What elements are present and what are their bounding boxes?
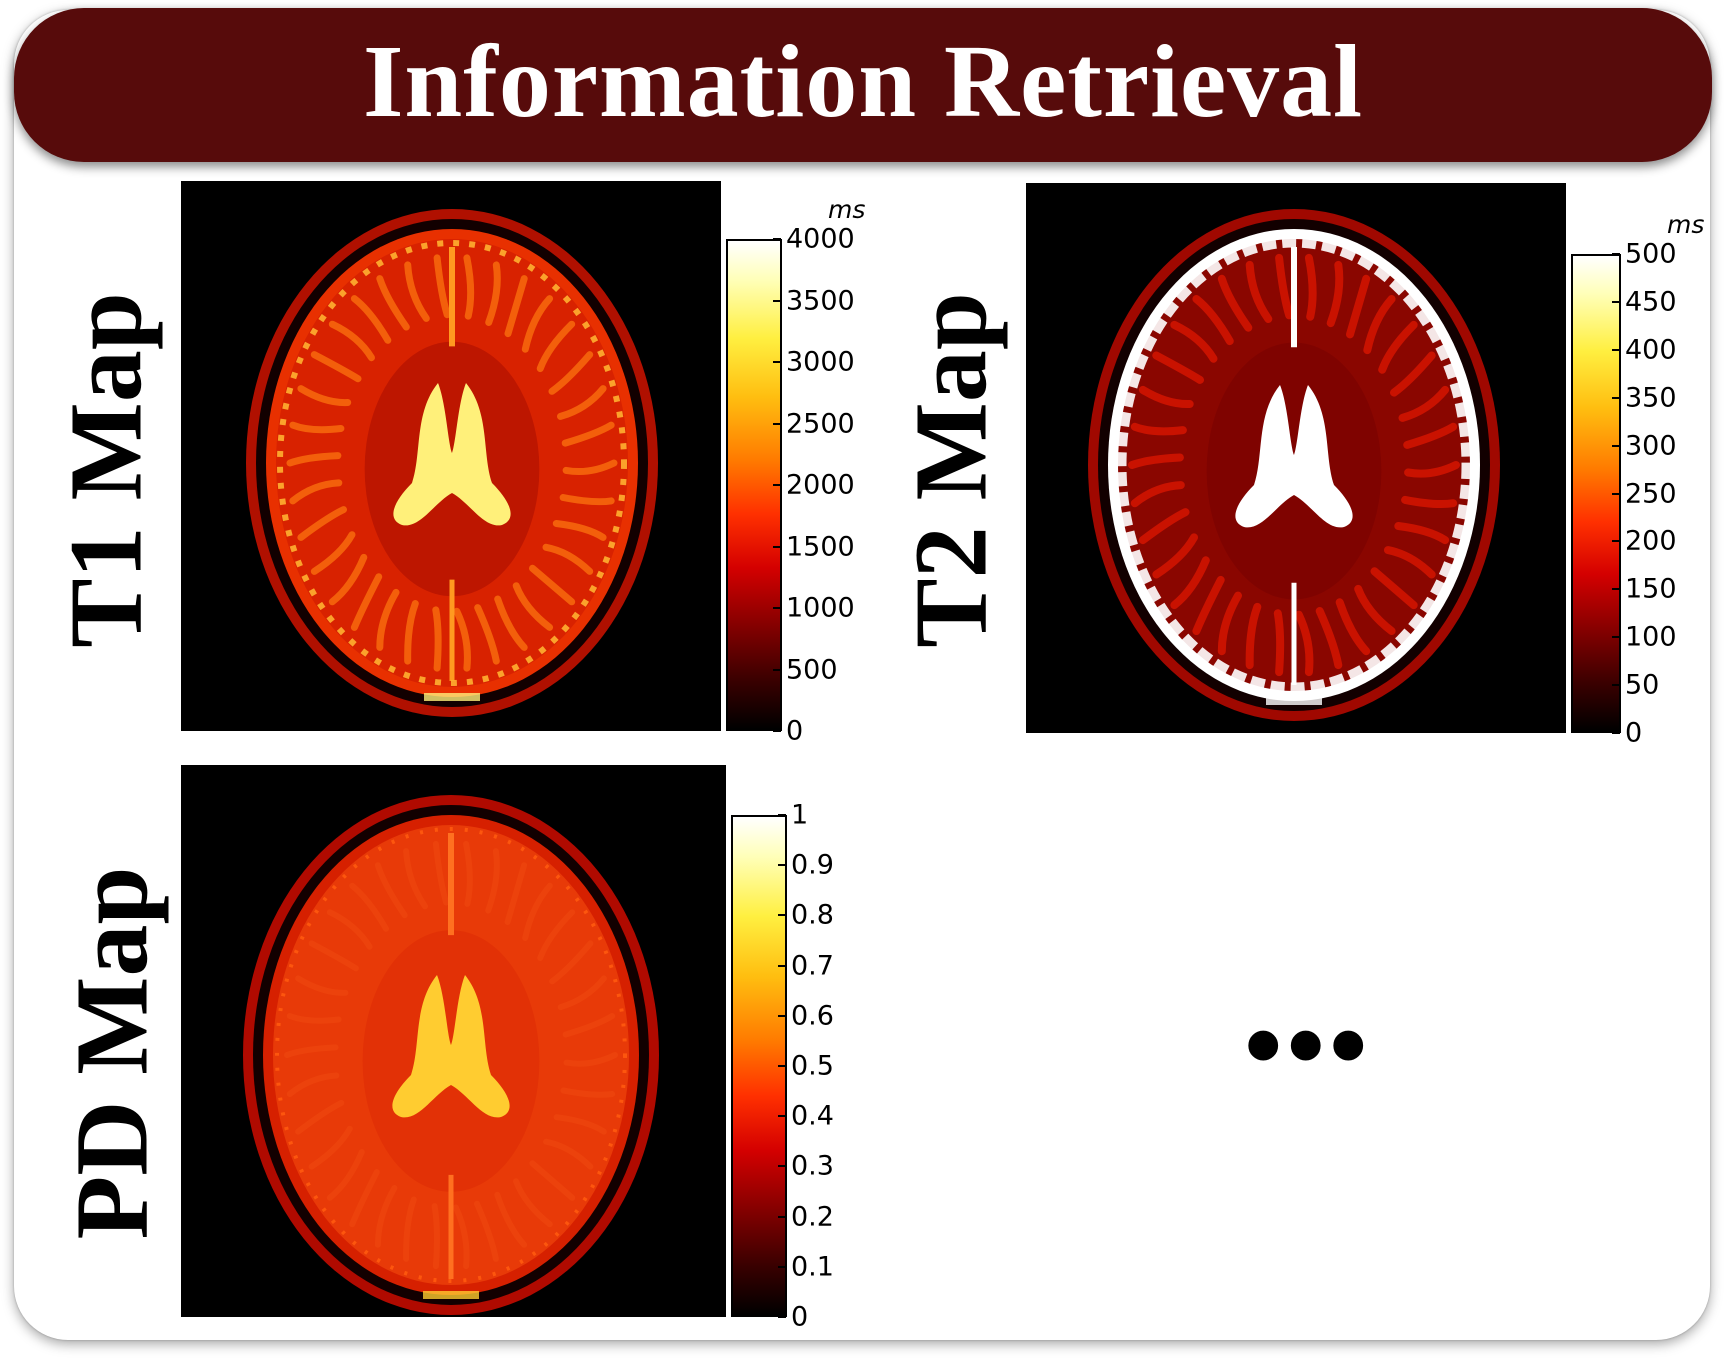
colorbar-unit-label: ms (1667, 210, 1705, 239)
sagittal-sinus (423, 1291, 479, 1299)
colorbar-tick-label: 2500 (786, 408, 855, 439)
colorbar-tick-mark (1612, 348, 1620, 351)
colorbar-tick-mark (773, 730, 781, 732)
colorbar-tick-label: 1 (791, 799, 809, 831)
colorbar-tick-label: 500 (1625, 238, 1677, 270)
colorbar-tick-label: 0.3 (791, 1150, 834, 1182)
slide-title: Information Retrieval (362, 24, 1364, 139)
colorbar-tick-label: 0.2 (791, 1201, 834, 1233)
csf-rim (275, 827, 627, 1283)
colorbar-tick-label: 0.7 (791, 950, 834, 982)
colorbar-tick-label: 0.9 (791, 849, 834, 881)
colorbar-tick-label: 100 (1625, 621, 1677, 653)
gyri-pattern (284, 840, 618, 1270)
colorbar-tick-label: 0.6 (791, 1000, 834, 1032)
csf-rim (1117, 238, 1471, 692)
colorbar-tick-mark (1612, 540, 1620, 543)
colorbar-tick-label: 0.5 (791, 1050, 834, 1082)
ventricles (1235, 385, 1353, 528)
colorbar-tick-label: 350 (1625, 382, 1677, 414)
colorbar-tick-mark (773, 484, 781, 486)
colorbar-tick-mark (778, 964, 786, 967)
colorbar-tick-mark (778, 864, 786, 867)
colorbar-tick-label: 0.1 (791, 1251, 834, 1283)
colorbar-tick-mark (1612, 253, 1620, 255)
colorbar-tick-mark (773, 238, 781, 240)
colorbar-tick-mark (1612, 300, 1620, 303)
colorbar-tick-mark (778, 1265, 786, 1268)
t2-map-label: T2 Map (893, 292, 1009, 648)
colorbar-tick-label: 0.8 (791, 899, 834, 931)
pd-map-image (181, 765, 726, 1317)
colorbar-tick-label: 500 (786, 654, 838, 685)
sagittal-sinus (1266, 697, 1322, 705)
colorbar-unit-label: ms (828, 195, 866, 224)
colorbar-tick-mark (1612, 588, 1620, 591)
colorbar-tick-label: 0 (1625, 717, 1643, 749)
t2-map-image (1026, 183, 1566, 733)
colorbar-tick-label: 200 (1625, 525, 1677, 557)
colorbar-gradient (731, 815, 787, 1317)
colorbar-tick-mark (778, 1014, 786, 1017)
colorbar-tick-mark (1612, 732, 1620, 734)
colorbar-gradient (726, 239, 782, 731)
colorbar-tick-label: 1000 (786, 592, 855, 624)
colorbar-tick-mark (778, 1065, 786, 1067)
colorbar-tick-label: 2000 (786, 469, 855, 501)
colorbar-tick-label: 4000 (786, 223, 855, 255)
colorbar-tick-mark (778, 814, 786, 816)
colorbar-tick-mark (773, 668, 781, 671)
colorbar-tick-label: 0 (791, 1301, 809, 1333)
pd-map-label: PD Map (54, 866, 170, 1240)
colorbar-tick-mark (778, 1316, 786, 1318)
colorbar-tick-label: 3000 (786, 346, 855, 378)
colorbar-tick-mark (773, 607, 781, 609)
colorbar-tick-mark (773, 422, 781, 425)
colorbar-tick-mark (773, 545, 781, 548)
colorbar-tick-label: 1500 (786, 531, 855, 562)
colorbar-tick-label: 250 (1625, 478, 1677, 509)
colorbar-tick-mark (778, 1115, 786, 1118)
colorbar-tick-label: 150 (1625, 573, 1677, 605)
continuation-ellipsis: ••• (1244, 984, 1372, 1106)
colorbar-tick-mark (1612, 684, 1620, 687)
colorbar-tick-mark (1612, 636, 1620, 639)
colorbar-tick-mark (773, 361, 781, 363)
colorbar-tick-label: 0 (786, 715, 804, 747)
title-banner: Information Retrieval (14, 8, 1712, 162)
ventricles (392, 975, 510, 1118)
colorbar-tick-mark (1612, 396, 1620, 399)
gyri-pattern (1128, 253, 1460, 677)
gyri-pattern (286, 254, 618, 672)
colorbar-tick-label: 400 (1625, 334, 1677, 366)
colorbar-tick-label: 300 (1625, 430, 1677, 462)
colorbar-tick-label: 50 (1625, 669, 1660, 701)
colorbar-tick-label: 3500 (786, 285, 855, 316)
colorbar-tick-mark (773, 299, 781, 302)
ventricles (393, 383, 511, 526)
t1-map-image (181, 181, 721, 731)
colorbar-tick-mark (1612, 492, 1620, 495)
colorbar-tick-mark (1612, 444, 1620, 447)
colorbar-tick-label: 450 (1625, 286, 1677, 318)
colorbar-gradient (1571, 254, 1621, 733)
colorbar-tick-mark (778, 1215, 786, 1218)
colorbar-tick-mark (778, 914, 786, 917)
colorbar-tick-mark (778, 1165, 786, 1168)
csf-rim (277, 240, 627, 686)
sagittal-sinus (424, 693, 480, 701)
colorbar-tick-label: 0.4 (791, 1100, 834, 1132)
t1-map-label: T1 Map (48, 292, 164, 648)
